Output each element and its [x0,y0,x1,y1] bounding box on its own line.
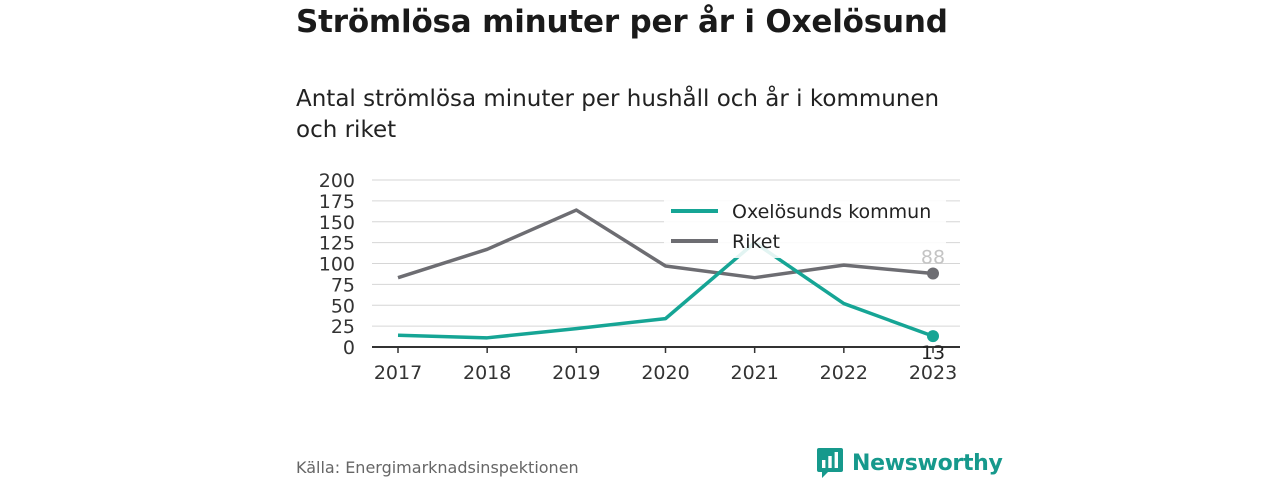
legend-background [664,196,946,258]
legend: Oxelösunds kommun Riket [664,196,946,258]
chart-title: Strömlösa minuter per år i Oxelösund [296,4,948,40]
x-tick-labels: 2017 2018 2019 2020 2021 2022 2023 [374,347,957,384]
x-tick-label: 2017 [374,362,422,384]
chart-card: Strömlösa minuter per år i Oxelösund Ant… [296,0,1003,480]
y-tick-label: 150 [319,212,355,234]
y-tick-label: 175 [319,191,355,213]
x-tick-label: 2023 [909,362,957,384]
x-tick-label: 2022 [820,362,868,384]
y-tick-label: 125 [319,233,355,255]
brand-name: Newsworthy [852,450,1003,476]
end-labels: 13 88 [921,247,945,365]
brand-logo[interactable]: Newsworthy [816,447,1003,479]
x-tick-label: 2019 [552,362,600,384]
y-tick-label: 75 [331,274,355,296]
chart-subtitle: Antal strömlösa minuter per hushåll och … [296,86,940,143]
x-tick-label: 2021 [730,362,778,384]
series-line [397,240,934,340]
series-lines [397,208,939,343]
y-tick-label: 50 [331,295,355,317]
end-value-label: 88 [921,247,945,269]
end-value-label: 13 [921,342,945,364]
newsworthy-logo-icon [817,448,843,478]
end-point [927,267,939,280]
source-note: Källa: Energimarknadsinspektionen [296,458,579,477]
series-line [397,208,934,280]
end-point [927,330,939,343]
x-tick-label: 2018 [463,362,511,384]
legend-label: Riket [732,231,780,253]
y-tick-label: 0 [343,337,355,359]
y-tick-label: 100 [319,254,355,276]
y-tick-label: 200 [319,170,355,192]
x-tick-label: 2020 [641,362,689,384]
legend-label: Oxelösunds kommun [732,201,931,223]
y-tick-label: 25 [331,316,355,338]
